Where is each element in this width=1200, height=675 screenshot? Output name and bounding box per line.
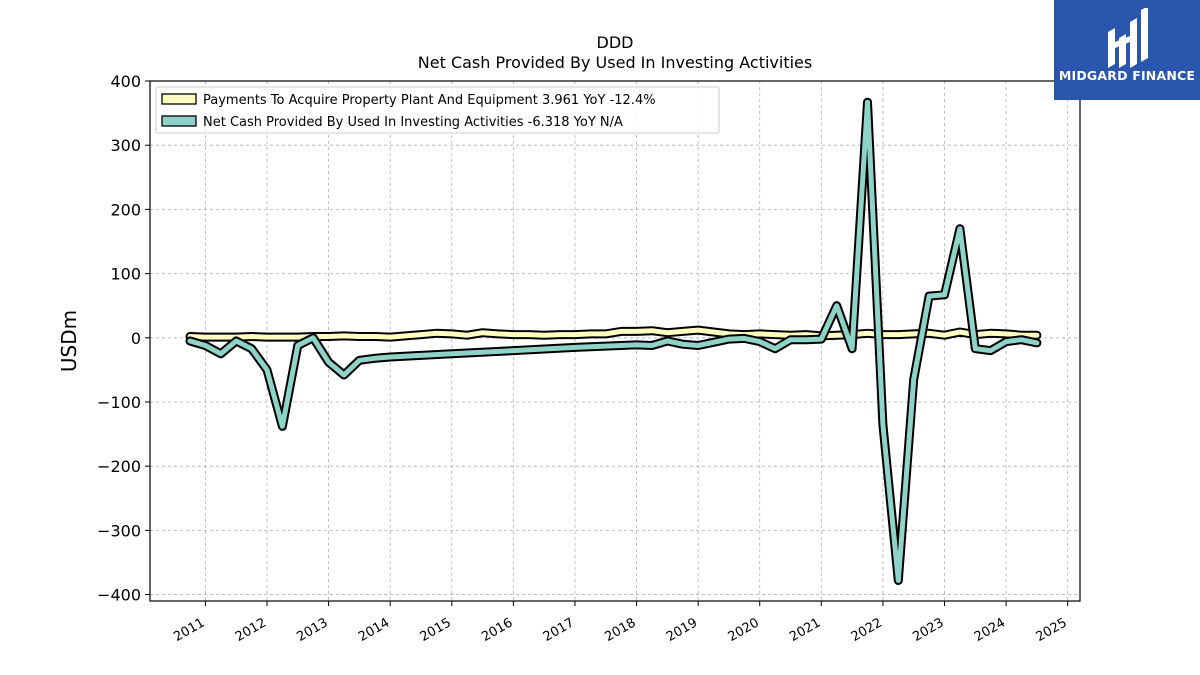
x-tick-label: 2022	[849, 615, 885, 645]
chart-subtitle: Net Cash Provided By Used In Investing A…	[418, 53, 812, 72]
y-axis-label: USDm	[57, 310, 81, 372]
x-tick-label: 2025	[1034, 615, 1070, 645]
x-tick-label: 2019	[664, 615, 700, 645]
series-lines	[185, 97, 1042, 585]
x-tick-label: 2016	[479, 615, 515, 645]
y-tick-label: −100	[97, 393, 141, 412]
midgard-logo-icon	[1108, 8, 1148, 68]
series-line-0	[187, 327, 1040, 340]
series-line-1	[187, 99, 1040, 583]
legend-label-investing: Net Cash Provided By Used In Investing A…	[203, 115, 623, 130]
x-tick-label: 2011	[171, 615, 207, 645]
x-tick-label: 2012	[233, 615, 269, 645]
y-tick-label: 300	[110, 136, 141, 155]
x-axis: 2011 2012 2013 2014 2015 2016 2017 2018 2019 2020…	[171, 601, 1070, 645]
x-tick-label: 2018	[602, 615, 638, 645]
y-axis: −400 −300 −200 −100 0 100 200 300 400	[97, 72, 150, 605]
y-tick-label: −400	[97, 586, 141, 605]
x-tick-label: 2015	[418, 615, 454, 645]
legend-box	[155, 86, 720, 134]
plot-frame	[149, 80, 1081, 602]
legend-swatch-capex	[161, 93, 197, 105]
x-tick-label: 2017	[541, 615, 577, 645]
x-tick-label: 2020	[726, 615, 762, 645]
y-tick-label: −200	[97, 457, 141, 476]
logo-text: MIDGARD FINANCE	[1058, 68, 1196, 83]
legend-swatch-investing	[161, 115, 197, 127]
x-tick-label: 2013	[294, 615, 330, 645]
x-tick-label: 2024	[972, 615, 1008, 645]
chart-title: DDD	[597, 33, 634, 52]
midgard-finance-logo: MIDGARD FINANCE	[1054, 0, 1200, 100]
x-tick-label: 2021	[787, 615, 823, 645]
legend-label-capex: Payments To Acquire Property Plant And E…	[203, 93, 656, 108]
legend: Payments To Acquire Property Plant And E…	[155, 86, 720, 134]
x-tick-label: 2014	[356, 615, 392, 645]
y-tick-label: 200	[110, 200, 141, 219]
y-tick-label: 0	[131, 329, 141, 348]
y-tick-label: 400	[110, 72, 141, 91]
y-tick-label: −300	[97, 521, 141, 540]
y-tick-label: 100	[110, 265, 141, 284]
x-tick-label: 2023	[910, 615, 946, 645]
